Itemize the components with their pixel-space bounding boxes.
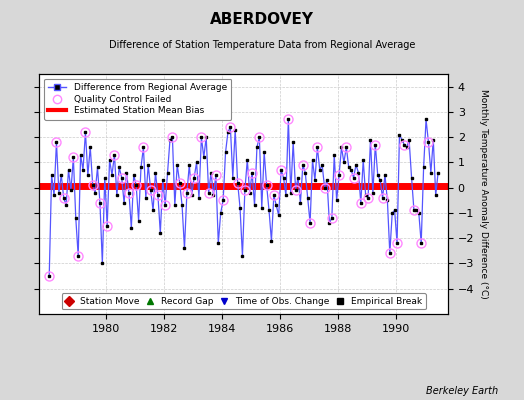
Text: Difference of Station Temperature Data from Regional Average: Difference of Station Temperature Data f… [109, 40, 415, 50]
Legend: Station Move, Record Gap, Time of Obs. Change, Empirical Break: Station Move, Record Gap, Time of Obs. C… [62, 293, 425, 310]
Text: Berkeley Earth: Berkeley Earth [425, 386, 498, 396]
Text: ABERDOVEY: ABERDOVEY [210, 12, 314, 27]
Y-axis label: Monthly Temperature Anomaly Difference (°C): Monthly Temperature Anomaly Difference (… [479, 89, 488, 299]
